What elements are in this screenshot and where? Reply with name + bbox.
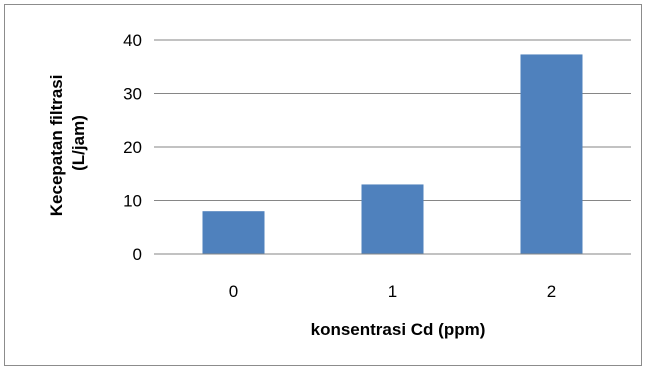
y-tick-labels: 0 10 20 30 40	[123, 31, 142, 264]
y-tick-label: 20	[123, 138, 142, 157]
x-axis-title: konsentrasi Cd (ppm)	[311, 320, 486, 339]
y-tick-label: 0	[133, 245, 142, 264]
y-axis-title-line-2: (L/jam)	[69, 115, 88, 171]
y-axis-title-line-1: Kecepatan filtrasi	[47, 75, 66, 217]
y-axis-title: Kecepatan filtrasi (L/jam)	[47, 70, 88, 216]
y-tick-label: 30	[123, 85, 142, 104]
x-tick-labels: 0 1 2	[229, 282, 556, 301]
bar-1	[361, 184, 424, 254]
x-tick-label: 0	[229, 282, 238, 301]
y-tick-label: 10	[123, 192, 142, 211]
bar-2	[520, 54, 583, 254]
x-tick-label: 1	[388, 282, 397, 301]
x-tick-label: 2	[547, 282, 556, 301]
bar-0	[202, 211, 265, 254]
y-tick-label: 40	[123, 31, 142, 50]
bars	[202, 54, 583, 254]
